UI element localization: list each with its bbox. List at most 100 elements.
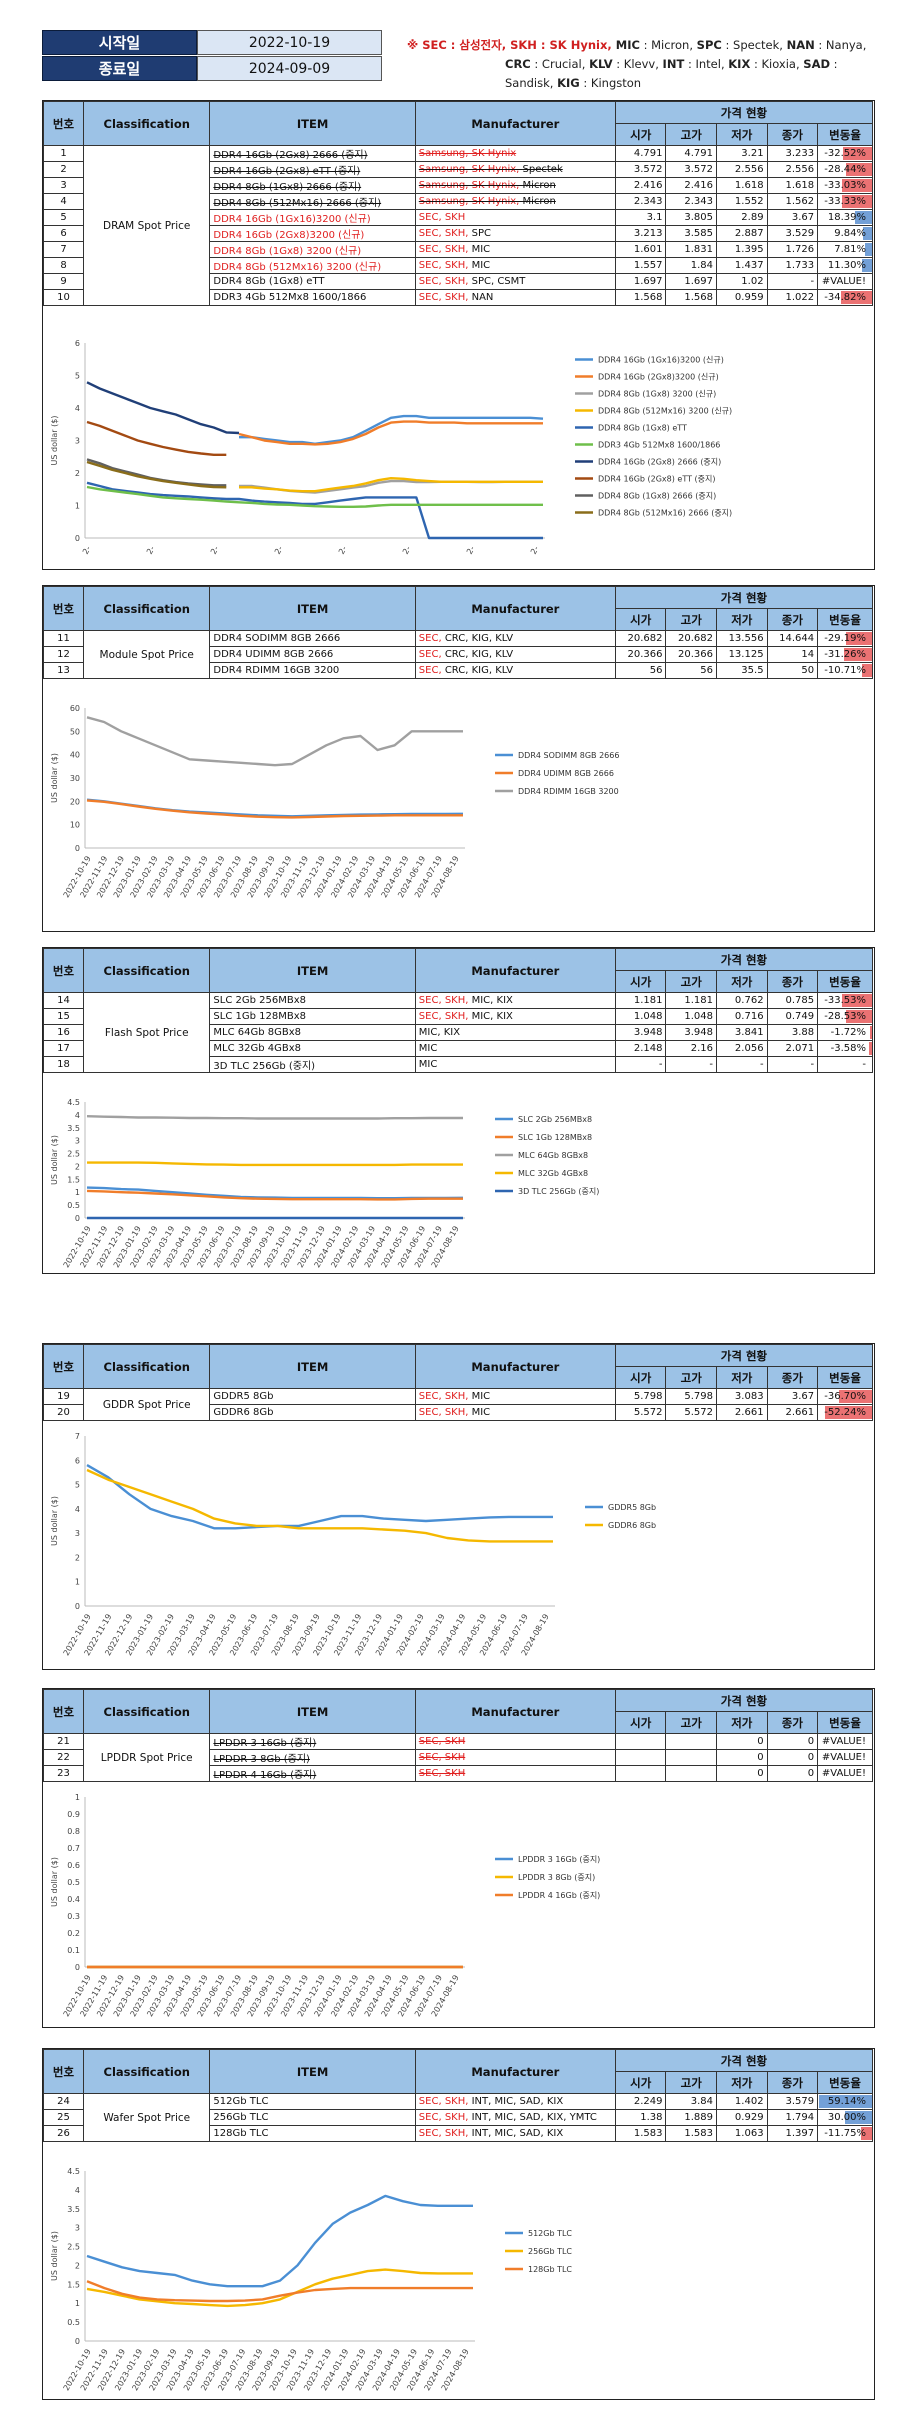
header-close: 종가 <box>766 2071 819 2094</box>
manufacturer-part: KIG, <box>471 649 496 660</box>
y-tick-label: 0.3 <box>67 1912 80 1921</box>
price-table: 번호 Classification ITEM Manufacturer 가격 현황 시가 고… <box>42 948 874 1073</box>
legend-label: DDR4 8Gb (1Gx8) 3200 (신규) <box>598 390 716 399</box>
y-tick-label: 6 <box>75 339 80 348</box>
abbreviation-part: KIG <box>557 76 580 90</box>
manufacturer-part: SEC, <box>418 212 445 223</box>
header-no: 번호 <box>42 1344 85 1389</box>
header-open: 시가 <box>614 1711 667 1734</box>
manufacturer-part: KIX <box>546 2128 564 2139</box>
table-row: 26 128Gb TLC SEC, SKH, INT, MIC, SAD, KIX 1… <box>42 2125 873 2142</box>
header-low: 저가 <box>716 608 768 631</box>
manufacturer-part: INT, <box>471 2096 495 2107</box>
item-name: DDR4 16Gb (1Gx16)3200 (신규) <box>209 209 416 226</box>
manufacturer-cell: SEC, SKH, MIC, KIX <box>414 992 616 1009</box>
change-rate-bar <box>868 1042 872 1055</box>
price-close: 1.794 <box>766 2109 819 2126</box>
series-line <box>86 1189 463 1201</box>
row-number: 1 <box>42 145 85 162</box>
manufacturer-part: SAD, <box>519 2128 547 2139</box>
table-row: 3 DDR4 8Gb (1Gx8) 2666 (중지) Samsung, SK Hy… <box>42 177 873 194</box>
classification-cell: Wafer Spot Price <box>83 2093 211 2142</box>
price-low: 2.887 <box>716 225 768 242</box>
item-name: SLC 2Gb 256MBx8 <box>209 992 416 1009</box>
price-high: 5.572 <box>665 1404 718 1421</box>
legend-label: GDDR5 8Gb <box>608 1503 656 1512</box>
change-rate-text: - <box>862 1059 866 1070</box>
y-tick-label: 4 <box>75 1111 80 1120</box>
manufacturer-cell: SEC, SKH, MIC <box>414 257 616 274</box>
legend-label: DDR3 4Gb 512Mx8 1600/1866 <box>598 441 720 450</box>
change-rate: -31.26% <box>817 646 873 663</box>
price-close: 2.661 <box>766 1404 819 1421</box>
row-number: 3 <box>42 177 85 194</box>
price-high <box>665 1749 718 1766</box>
manufacturer-part: SPC <box>471 228 491 239</box>
flash-section: 번호 Classification ITEM Manufacturer 가격 현황 시가 고… <box>42 947 875 1274</box>
series-line <box>87 1161 463 1167</box>
header-manufacturer: Manufacturer <box>414 101 616 146</box>
end-date-value[interactable]: 2024-09-09 <box>197 56 382 81</box>
legend-label: LPDDR 4 16Gb (중지) <box>518 1891 600 1900</box>
price-close: 1.022 <box>766 289 819 306</box>
y-tick-label: 0 <box>75 1214 80 1223</box>
price-close: 2.556 <box>766 161 819 178</box>
price-low: 0 <box>716 1733 768 1750</box>
price-close: 50 <box>766 662 819 679</box>
price-low: 1.063 <box>716 2125 768 2142</box>
abbreviation-part: CRC <box>505 57 531 71</box>
price-close: - <box>766 273 819 290</box>
price-high: 1.583 <box>665 2125 718 2142</box>
price-open: 1.048 <box>614 1008 667 1025</box>
price-low: 13.556 <box>716 630 768 647</box>
y-tick-label: 0.8 <box>67 1827 80 1836</box>
header-item: ITEM <box>209 101 416 146</box>
price-high: 1.568 <box>665 289 718 306</box>
table-row: 17 MLC 32Gb 4GBx8 MIC 2.148 2.16 2.056 2.071 -3… <box>42 1040 873 1057</box>
end-date-label: 종료일 <box>42 56 197 81</box>
start-date-value[interactable]: 2022-10-19 <box>197 30 382 55</box>
price-open: 5.798 <box>614 1388 667 1405</box>
manufacturer-part: SEC, <box>418 260 445 271</box>
change-rate-bar <box>845 632 872 645</box>
change-rate-bar <box>870 1026 872 1039</box>
x-tick-label: 2- <box>529 544 541 556</box>
legend-label: 512Gb TLC <box>528 2229 572 2238</box>
manufacturer-part: SEC, <box>418 2112 445 2123</box>
change-rate-text: 18.39% <box>827 212 866 223</box>
price-open: 1.583 <box>614 2125 667 2142</box>
header-price-status: 가격 현황 <box>614 948 874 971</box>
line-chart: 00.511.522.533.544.5US dollar ($)2022-10… <box>50 2167 572 2392</box>
table-row: 25 256Gb TLC SEC, SKH, INT, MIC, SAD, KIX,… <box>42 2109 873 2126</box>
legend-label: DDR4 16Gb (2Gx8) 2666 (중지) <box>598 458 721 467</box>
manufacturer-cell: Samsung, SK Hynix, Micron <box>414 177 616 194</box>
price-low: 0.716 <box>716 1008 768 1025</box>
manufacturer-cell: MIC, KIX <box>414 1024 616 1041</box>
series-line <box>86 2280 473 2303</box>
change-rate: 59.14% <box>817 2093 873 2110</box>
price-low: 1.618 <box>716 177 768 194</box>
legend-label: LPDDR 3 8Gb (중지) <box>518 1873 595 1882</box>
y-tick-label: 2 <box>75 1162 80 1171</box>
price-open: 3.1 <box>614 209 667 226</box>
table-row: 2 DDR4 16Gb (2Gx8) eTT (중지) Samsung, SK Hy… <box>42 161 873 178</box>
manufacturer-cell: SEC, SKH, MIC, KIX <box>414 1008 616 1025</box>
manufacturer-part: SEC, <box>418 1407 445 1418</box>
classification-cell: DRAM Spot Price <box>83 145 211 306</box>
x-tick-label: 2- <box>145 544 157 556</box>
manufacturer-cell: MIC <box>414 1056 616 1073</box>
manufacturer-part: SKH, <box>444 1011 472 1022</box>
manufacturer-part: YMTC <box>569 2112 597 2123</box>
item-name: DDR4 8Gb (1Gx8) eTT <box>209 273 416 290</box>
y-tick-label: 4 <box>75 1505 80 1514</box>
wafer-chart: 0 0.5 1 1.5 2 2.5 3 3.5 4 4.5 US dollar ($) 2022-10… <box>43 2163 873 2397</box>
manufacturer-cell: SEC, SKH <box>414 1733 616 1750</box>
manufacturer-abbreviation-note: ※ SEC : 삼성전자, SKH : SK Hynix, MIC : Micr… <box>407 36 887 93</box>
change-rate: -28.53% <box>817 1008 873 1025</box>
y-tick-label: 4 <box>75 2186 80 2195</box>
change-rate: -10.71% <box>817 662 873 679</box>
y-tick-label: 0.5 <box>67 1201 80 1210</box>
x-tick-label: 2- <box>273 544 285 556</box>
